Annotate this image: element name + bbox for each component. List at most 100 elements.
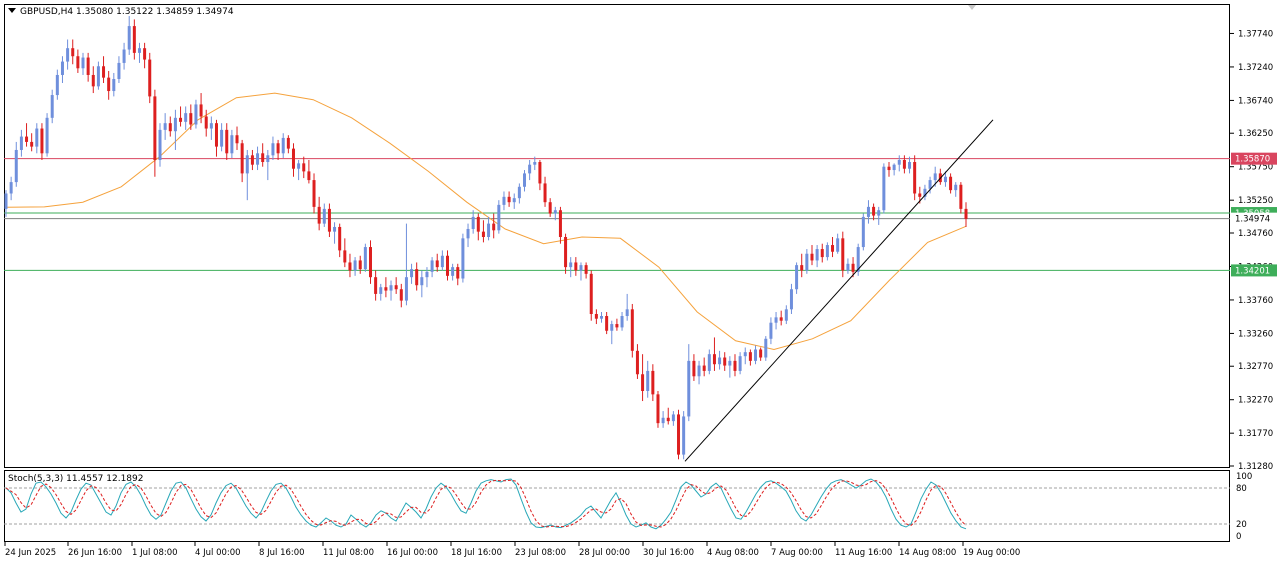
candle-body xyxy=(866,206,870,217)
level-price-box xyxy=(1231,152,1277,165)
candle-body xyxy=(908,162,912,169)
candle-body xyxy=(312,180,316,207)
candle-body xyxy=(374,277,378,294)
candle-body xyxy=(779,317,783,321)
candle-body xyxy=(148,59,152,97)
candle-body xyxy=(117,62,121,79)
candle-body xyxy=(733,360,737,371)
candle-body xyxy=(307,171,311,181)
candle-body xyxy=(348,262,352,271)
candle-body xyxy=(240,143,244,174)
moving-average-line xyxy=(5,92,967,351)
candle-body xyxy=(887,166,891,171)
candle-body xyxy=(122,49,126,63)
candle-body xyxy=(425,271,429,278)
candle-body xyxy=(368,247,372,278)
candle-body xyxy=(19,136,23,150)
candle-body xyxy=(877,210,881,216)
candle-body xyxy=(4,193,8,209)
candle-body xyxy=(14,149,18,183)
candle-body xyxy=(882,166,886,211)
candle-body xyxy=(718,357,722,365)
price-tick-label: 1.33760 xyxy=(1238,296,1273,306)
candle-body xyxy=(297,163,301,169)
candle-body xyxy=(872,206,876,216)
candle-body xyxy=(256,153,260,165)
candle-body xyxy=(825,245,829,258)
candle-body xyxy=(420,277,424,286)
time-tick-label: 19 Aug 00:00 xyxy=(963,548,1020,558)
candle-body xyxy=(861,216,865,248)
time-tick-label: 30 Jul 16:00 xyxy=(643,548,694,558)
candle-body xyxy=(184,113,188,122)
candle-body xyxy=(651,370,655,395)
price-tick-label: 1.32770 xyxy=(1238,362,1273,372)
candle-body xyxy=(815,249,819,261)
candle-body xyxy=(394,285,398,290)
candle-body xyxy=(918,193,922,197)
candle-body xyxy=(810,253,814,261)
candle-body xyxy=(291,148,295,169)
dropdown-triangle-icon[interactable] xyxy=(8,8,16,13)
candle-body xyxy=(748,352,752,361)
candle-body xyxy=(220,129,224,147)
candle-body xyxy=(610,324,614,331)
candle-body xyxy=(132,26,136,53)
level-price-box xyxy=(1231,264,1277,277)
price-tick-label: 1.37240 xyxy=(1238,63,1273,73)
candle-body xyxy=(102,66,106,78)
price-tick-label: 1.36740 xyxy=(1238,96,1273,106)
candle-body xyxy=(502,196,506,205)
symbol-header: GBPUSD,H4 1.35080 1.35122 1.34859 1.3497… xyxy=(8,7,234,17)
candle-body xyxy=(497,204,501,231)
candle-body xyxy=(512,198,516,203)
candle-body xyxy=(589,273,593,315)
price-tick-label: 1.35750 xyxy=(1238,163,1273,173)
candle-body xyxy=(173,117,177,132)
candle-body xyxy=(831,245,835,252)
candle-body xyxy=(214,123,218,147)
candle-body xyxy=(45,117,49,154)
candle-body xyxy=(625,309,629,317)
candle-body xyxy=(959,184,963,209)
candle-body xyxy=(507,196,511,203)
time-tick-label: 23 Jul 08:00 xyxy=(515,548,566,558)
candle-body xyxy=(661,417,665,424)
candle-body xyxy=(533,162,537,165)
candle-body xyxy=(137,48,141,53)
candle-body xyxy=(127,26,131,50)
candle-body xyxy=(40,128,44,154)
candle-body xyxy=(209,123,213,129)
candle-body xyxy=(697,365,701,377)
candle-body xyxy=(769,322,773,339)
price-tick-label: 1.37740 xyxy=(1238,29,1273,39)
candle-body xyxy=(384,287,388,291)
candle-body xyxy=(271,143,275,156)
candle-body xyxy=(245,155,249,174)
candle-body xyxy=(579,265,583,271)
candle-body xyxy=(76,56,80,69)
candle-body xyxy=(466,228,470,239)
candle-body xyxy=(800,265,804,271)
candle-body xyxy=(343,250,347,263)
candle-body xyxy=(594,314,598,319)
candle-body xyxy=(789,289,793,310)
candle-body xyxy=(553,210,557,214)
candle-body xyxy=(764,338,768,358)
candle-body xyxy=(286,137,290,149)
ohlc-high: 1.35122 xyxy=(116,7,154,17)
candle-body xyxy=(902,160,906,169)
candle-body xyxy=(71,48,75,57)
candle-body xyxy=(759,349,763,358)
price-tick-label: 1.31280 xyxy=(1238,462,1273,472)
candle-body xyxy=(913,162,917,194)
candle-body xyxy=(954,184,958,191)
time-tick-label: 4 Jul 00:00 xyxy=(195,548,241,558)
candle-body xyxy=(476,216,480,232)
candle-body xyxy=(199,104,203,117)
candle-body xyxy=(620,316,624,328)
candle-body xyxy=(158,129,162,161)
candle-body xyxy=(728,360,732,366)
